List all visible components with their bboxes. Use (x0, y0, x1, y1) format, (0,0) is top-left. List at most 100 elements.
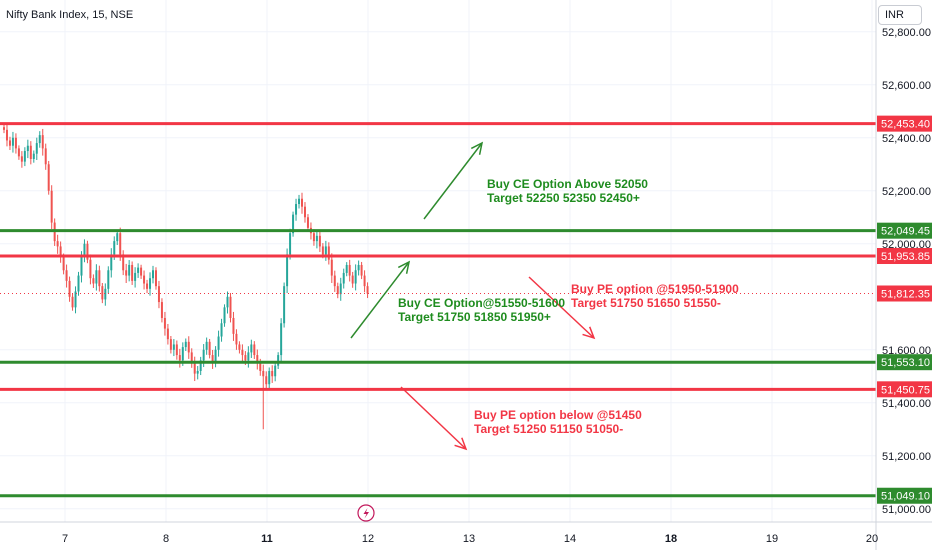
candle-body (92, 278, 95, 284)
candle-body (360, 264, 363, 276)
candle-body (62, 257, 65, 271)
candle-body (20, 156, 23, 162)
candle-body (327, 246, 330, 260)
candle-body (280, 323, 283, 356)
candle-body (104, 288, 107, 300)
candle-body (113, 241, 116, 255)
level-label-red-bg (877, 248, 932, 265)
candle-body (205, 341, 208, 350)
symbol-title[interactable]: Nifty Bank Index, 15, NSE (6, 9, 134, 21)
candle-body (184, 341, 187, 348)
candle-body (363, 275, 366, 287)
x-tick-label: 7 (62, 533, 68, 545)
chart-grid (0, 0, 876, 522)
level-label-green: 51,049.10 (881, 491, 930, 503)
lightning-glyph-icon (363, 508, 369, 519)
candle-body (65, 270, 68, 281)
candle-body (44, 148, 47, 165)
candle-body (35, 143, 38, 154)
y-tick-label: 52,400.00 (882, 133, 931, 145)
candle-body (271, 370, 274, 377)
candle-body (8, 140, 11, 146)
candle-body (3, 127, 5, 130)
candle-body (187, 341, 190, 353)
candle-body (59, 246, 62, 258)
candle-body (107, 270, 110, 289)
note-buy-ce-above-line1: Buy CE Option Above 52050 (487, 177, 648, 191)
candle-body (23, 151, 26, 162)
candle-body (315, 235, 318, 242)
candle-body (241, 349, 244, 356)
candle-body (321, 246, 324, 255)
y-tick-label: 51,600.00 (882, 345, 931, 357)
candle-body (226, 296, 229, 308)
x-tick-label: 8 (163, 533, 169, 545)
x-axis[interactable]: 7 8 11 12 13 14 18 19 20 (0, 504, 932, 545)
candle-body (17, 148, 20, 157)
candle-body (262, 370, 265, 377)
candle-body (134, 272, 137, 281)
candle-body (137, 267, 140, 273)
candle-body (253, 344, 256, 356)
currency-button[interactable]: INR (878, 5, 922, 25)
candle-body (283, 286, 286, 324)
candle-body (14, 137, 17, 149)
arrow-buy-pe-range-head (582, 326, 596, 340)
candle-body (71, 296, 74, 308)
y-axis[interactable]: 52,800.00 52,600.00 52,400.00 52,200.00 52,0… (875, 0, 932, 550)
candle-body (166, 328, 169, 340)
arrow-buy-ce-range-head (397, 260, 411, 274)
candle-body (232, 317, 235, 334)
candle-body (256, 355, 259, 364)
candle-body (238, 344, 241, 350)
candle-body (29, 145, 32, 159)
arrow-buy-pe-below-head (454, 437, 468, 451)
candle-body (277, 355, 280, 366)
candle-body (140, 267, 143, 276)
candle-body (265, 376, 268, 385)
candle-body (342, 272, 345, 284)
candle-body (292, 214, 295, 234)
level-label-red: 51,953.85 (881, 251, 930, 263)
candle-body (259, 363, 262, 371)
candle-body (98, 270, 101, 287)
candle-body (131, 264, 134, 281)
candle-body (229, 296, 232, 318)
candle-body (199, 360, 202, 371)
candle-body (68, 280, 71, 297)
y-tick-label: 52,800.00 (882, 27, 931, 39)
candle-body (324, 246, 327, 255)
candle-body (178, 355, 181, 361)
last-price-label-bg (877, 285, 932, 302)
arrow-buy-pe-range (528, 276, 595, 339)
level-label-green: 52,049.45 (881, 226, 930, 238)
candle-body (295, 204, 298, 215)
level-label-red: 52,453.40 (881, 119, 930, 131)
x-tick-label: 11 (261, 533, 273, 545)
note-buy-pe-range-line2: Target 51750 51650 51550- (571, 296, 721, 310)
candle-body (223, 307, 226, 324)
level-label-green-bg (877, 222, 932, 239)
candle-body (89, 259, 92, 279)
x-tick-label: 12 (362, 533, 374, 545)
candle-body (301, 198, 303, 207)
candle-body (157, 286, 160, 303)
candle-body (119, 233, 122, 255)
x-tick-label: 20 (866, 533, 878, 545)
x-tick-label: 14 (564, 533, 576, 545)
candle-body (289, 233, 292, 255)
candle-body (244, 355, 247, 361)
candle-body (172, 344, 175, 350)
candle-body (143, 275, 146, 284)
note-buy-ce-above-line2: Target 52250 52350 52450+ (487, 191, 640, 205)
candle-body (193, 363, 196, 374)
level-label-red: 51,450.75 (881, 384, 930, 396)
level-label-green: 51,553.10 (881, 357, 930, 369)
candle-body (345, 264, 348, 273)
note-buy-pe-range-line1: Buy PE option @51950-51900 (571, 282, 739, 296)
level-label-red-bg (877, 115, 932, 132)
candle-body (175, 344, 178, 356)
y-tick-label: 51,400.00 (882, 398, 931, 410)
note-buy-pe-below-line1: Buy PE option below @51450 (474, 408, 642, 422)
